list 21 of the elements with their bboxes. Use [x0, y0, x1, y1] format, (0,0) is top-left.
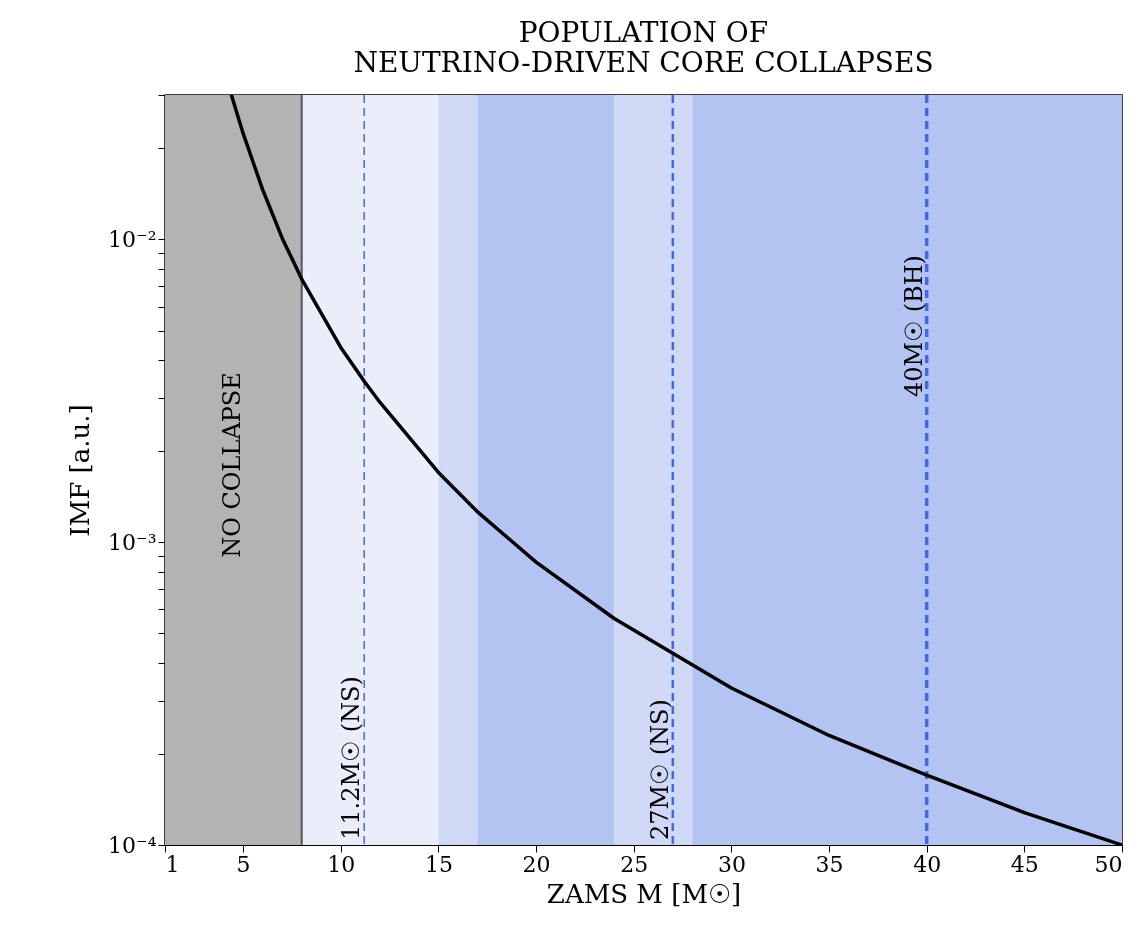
x-tick-label: 30 — [717, 851, 746, 877]
y-tick-label: 10⁻² — [108, 226, 157, 252]
band-label: NO COLLAPSE — [218, 372, 247, 558]
x-axis-title: ZAMS M [M☉] — [546, 878, 742, 909]
ref-line-label: 11.2M☉ (NS) — [337, 676, 366, 840]
ref-line-label: 27M☉ (NS) — [645, 699, 674, 840]
x-tick-label: 15 — [424, 851, 453, 877]
y-tick-label: 10⁻³ — [108, 529, 157, 555]
x-tick-label: 1 — [165, 851, 180, 877]
y-axis-title: IMF [a.u.] — [65, 404, 96, 537]
ref-line-label: 40M☉ (BH) — [899, 255, 928, 398]
chart-title: POPULATION OF NEUTRINO-DRIVEN CORE COLLAPSES — [353, 16, 934, 79]
y-tick-label: 10⁻⁴ — [108, 832, 157, 858]
x-tick-label: 35 — [815, 851, 844, 877]
x-tick-label: 50 — [1094, 851, 1123, 877]
x-tick-label: 5 — [236, 851, 251, 877]
x-tick-label: 25 — [620, 851, 649, 877]
x-tick-label: 40 — [913, 851, 942, 877]
x-tick-label: 10 — [327, 851, 356, 877]
x-tick-label: 45 — [1010, 851, 1039, 877]
x-tick-label: 20 — [522, 851, 551, 877]
